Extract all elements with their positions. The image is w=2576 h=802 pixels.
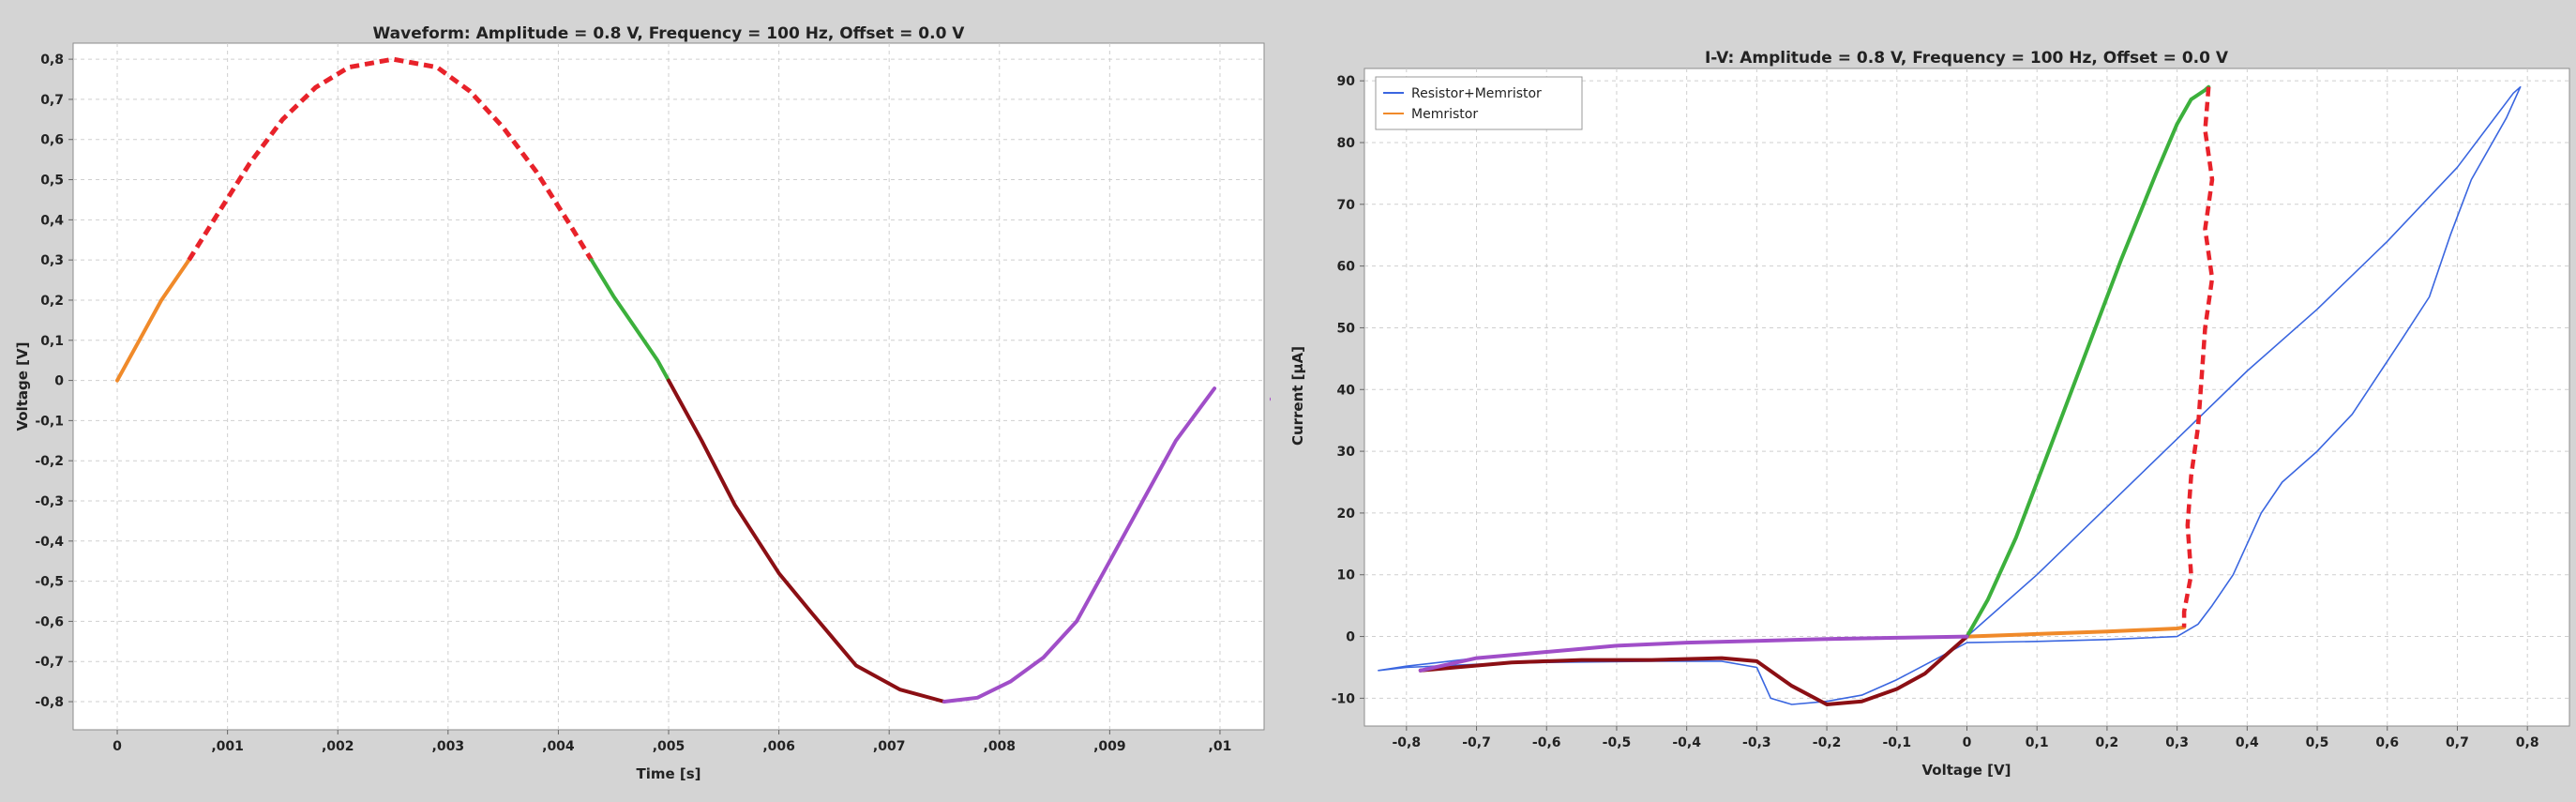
x-tick-label: ,009: [1093, 739, 1126, 754]
waveform-chart: 0 ,001 ,002 ,003 ,004 ,005 ,006 ,007 ,008 ,009 ,01…: [0, 0, 1271, 802]
x-tick-label: ,001: [211, 739, 244, 754]
series-line-2: [589, 258, 670, 383]
y-tick-label: -0,6: [35, 614, 64, 629]
y-tick-label: 0,2: [40, 294, 64, 309]
y-tick-label: 10: [1337, 568, 1356, 583]
series-line-3: [2181, 86, 2215, 628]
y-tick-label: 0: [54, 374, 64, 389]
x-tick-label: 0,7: [2446, 735, 2469, 750]
y-tick-label: 0,5: [40, 174, 64, 189]
y-tick-label: 80: [1337, 136, 1356, 151]
y-tick-label: 20: [1337, 507, 1356, 522]
waveform-y-ticks: -0,8 -0,7 -0,6 -0,5 -0,4 -0,3 -0,2 -0,1 0 0,1 0,2 0…: [35, 53, 73, 710]
y-tick-label: -0,8: [35, 695, 64, 710]
x-tick-label: 0,1: [2026, 735, 2049, 750]
iv-y-ticks: -10 0 10 20 30 40 50 60 70 80 90: [1332, 74, 1364, 706]
y-tick-label: 70: [1337, 198, 1356, 213]
y-tick-label: -0,4: [35, 535, 64, 550]
y-tick-label: 30: [1337, 445, 1356, 460]
x-tick-label: 0,6: [2375, 735, 2399, 750]
legend-label-memristor: Memristor: [1411, 107, 1478, 122]
series-line-4: [1418, 634, 1969, 706]
x-tick-label: -0,1: [1882, 735, 1911, 750]
iv-legend: Resistor+Memristor Memristor: [1375, 76, 1583, 130]
y-tick-label: 0,8: [40, 53, 64, 68]
y-tick-label: 0,7: [40, 93, 64, 108]
y-tick-label: 40: [1337, 383, 1356, 398]
series-line-0: [115, 258, 191, 383]
y-tick-label: -0,1: [35, 414, 64, 429]
series-line-5: [1418, 634, 1969, 673]
x-tick-label: ,005: [653, 739, 685, 754]
iv-x-axis-label: Voltage [V]: [1922, 762, 2011, 779]
series-line-2: [1965, 84, 2211, 639]
x-tick-label: ,003: [432, 739, 465, 754]
y-tick-label: 50: [1337, 321, 1356, 336]
y-tick-label: 0,3: [40, 253, 64, 268]
x-tick-label: -0,8: [1393, 735, 1422, 750]
y-tick-label: 60: [1337, 260, 1356, 275]
y-tick-label: -0,5: [35, 575, 64, 590]
x-tick-label: -0,5: [1603, 735, 1632, 750]
series-line-1: [187, 56, 594, 262]
waveform-y-axis-label: Voltage [V]: [14, 342, 31, 431]
iv-y-axis-label: Current [µA]: [1289, 346, 1306, 446]
iv-legend-box: [1375, 76, 1583, 130]
x-tick-label: ,007: [873, 739, 906, 754]
waveform-plot-area: [72, 42, 1265, 731]
waveform-title: Waveform: Amplitude = 0.8 V, Frequency =…: [373, 24, 966, 43]
y-tick-label: -0,7: [35, 655, 64, 670]
x-tick-label: 0: [113, 739, 122, 754]
iv-x-ticks: -0,8 -0,7 -0,6 -0,5 -0,4 -0,3 -0,2 -0,1 0 0,1 0,2 0…: [1393, 726, 2539, 750]
series-line-0: [1378, 85, 2522, 705]
x-tick-label: 0,2: [2096, 735, 2119, 750]
y-tick-label: -0,2: [35, 454, 64, 469]
series-line-4: [942, 386, 1217, 704]
y-tick-label: 0,6: [40, 133, 64, 148]
y-tick-label: 0,1: [40, 334, 64, 349]
x-tick-label: -0,3: [1742, 735, 1771, 750]
x-tick-label: -0,2: [1813, 735, 1842, 750]
series-line-1: [1965, 625, 2187, 639]
waveform-grid: [73, 43, 1264, 730]
y-tick-label: 0: [1346, 630, 1355, 645]
x-tick-label: -0,7: [1462, 735, 1491, 750]
x-tick-label: ,004: [542, 739, 575, 754]
x-tick-label: ,006: [762, 739, 795, 754]
iv-grid: [1364, 68, 2569, 726]
iv-series: [1378, 84, 2522, 706]
x-tick-label: ,01: [1209, 739, 1232, 754]
x-tick-label: ,008: [984, 739, 1017, 754]
iv-title: I-V: Amplitude = 0.8 V, Frequency = 100 …: [1705, 49, 2229, 68]
x-tick-label: 0,3: [2165, 735, 2189, 750]
y-tick-label: 0,4: [40, 213, 64, 228]
y-tick-label: -10: [1332, 691, 1356, 706]
x-tick-label: 0: [1963, 735, 1972, 750]
y-tick-label: -0,3: [35, 494, 64, 509]
waveform-x-axis-label: Time [s]: [636, 765, 700, 782]
x-tick-label: ,002: [322, 739, 354, 754]
x-tick-label: -0,4: [1672, 735, 1701, 750]
x-tick-label: 0,4: [2236, 735, 2259, 750]
iv-chart: -0,8 -0,7 -0,6 -0,5 -0,4 -0,3 -0,2 -0,1 0 0,1 0,2 0…: [1271, 0, 2576, 802]
series-line-3: [667, 378, 946, 704]
y-tick-label: 90: [1337, 74, 1356, 89]
iv-panel: -0,8 -0,7 -0,6 -0,5 -0,4 -0,3 -0,2 -0,1 0 0,1 0,2 0…: [1271, 0, 2576, 802]
waveform-x-ticks: 0 ,001 ,002 ,003 ,004 ,005 ,006 ,007 ,008 ,009 ,01: [113, 730, 1231, 754]
waveform-series: [115, 56, 1217, 704]
x-tick-label: 0,5: [2306, 735, 2329, 750]
x-tick-label: -0,6: [1532, 735, 1561, 750]
waveform-panel: 0 ,001 ,002 ,003 ,004 ,005 ,006 ,007 ,008 ,009 ,01…: [0, 0, 1271, 802]
legend-label-resistor-memristor: Resistor+Memristor: [1411, 86, 1542, 101]
x-tick-label: 0,8: [2516, 735, 2539, 750]
